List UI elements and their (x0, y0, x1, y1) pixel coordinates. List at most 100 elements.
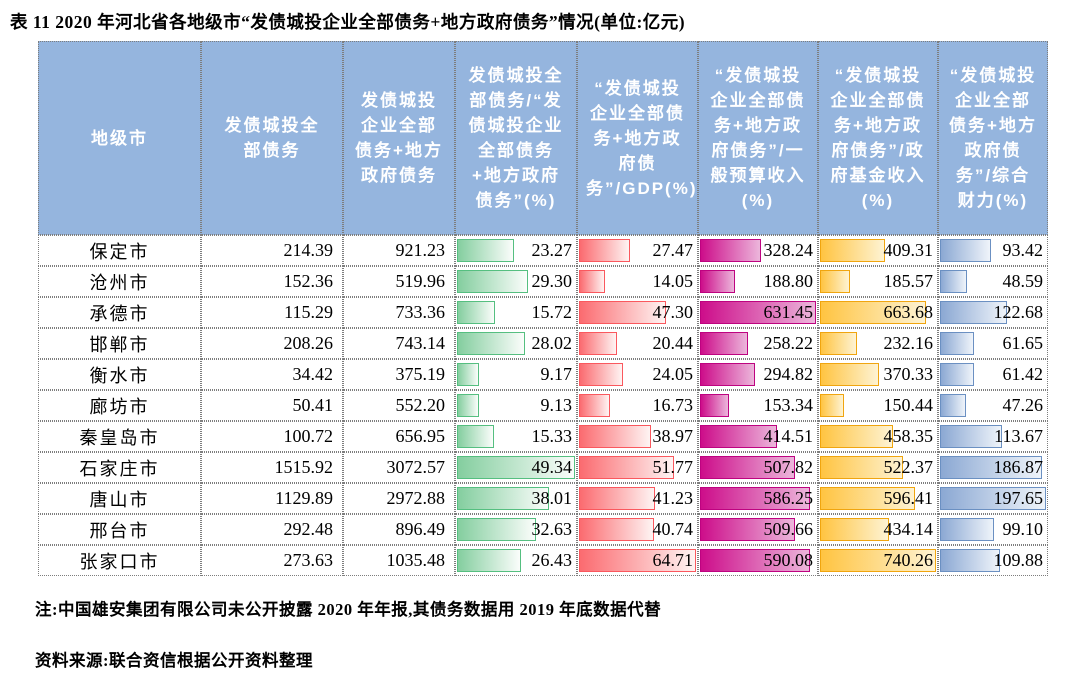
value-cell: 552.20 (343, 390, 455, 421)
databar-cell: 24.05 (577, 359, 698, 390)
databar-cell: 590.08 (698, 545, 818, 576)
databar-cell: 32.63 (455, 514, 577, 545)
column-header: “发债城投企业全部债务+地方政府债务”/综合财力(%) (938, 41, 1048, 235)
bar-value: 99.10 (1002, 519, 1044, 539)
value-cell: 273.63 (201, 545, 343, 576)
magenta-data-bar (700, 425, 778, 448)
bar-value: 24.05 (652, 364, 694, 384)
yellow-data-bar (820, 332, 857, 355)
yellow-data-bar (820, 456, 904, 479)
value-cell: 1515.92 (201, 452, 343, 483)
bar-value: 23.27 (531, 240, 573, 260)
value-cell: 100.72 (201, 421, 343, 452)
bar-value: 61.65 (1002, 333, 1044, 353)
yellow-data-bar (820, 394, 844, 417)
bar-value: 38.01 (531, 488, 573, 508)
bar-value: 186.87 (993, 457, 1044, 477)
databar-cell: 258.22 (698, 328, 818, 359)
bar-value: 153.34 (763, 395, 814, 415)
databar-cell: 596.41 (818, 483, 938, 514)
red-data-bar (579, 363, 624, 386)
blue-data-bar (940, 394, 966, 417)
city-cell: 保定市 (38, 235, 201, 266)
databar-cell: 9.13 (455, 390, 577, 421)
value-cell: 743.14 (343, 328, 455, 359)
bar-value: 14.05 (652, 271, 694, 291)
databar-cell: 586.25 (698, 483, 818, 514)
value-cell: 921.23 (343, 235, 455, 266)
value-cell: 292.48 (201, 514, 343, 545)
blue-data-bar (940, 332, 974, 355)
blue-data-bar (940, 487, 1046, 510)
column-header: 发债城投企业全部债务+地方政府债务 (343, 41, 455, 235)
magenta-data-bar (700, 394, 729, 417)
green-data-bar (457, 487, 550, 510)
databar-cell: 185.57 (818, 266, 938, 297)
city-cell: 秦皇岛市 (38, 421, 201, 452)
bar-value: 51.77 (652, 457, 694, 477)
databar-cell: 458.35 (818, 421, 938, 452)
bar-value: 258.22 (763, 333, 814, 353)
bar-value: 49.34 (531, 457, 573, 477)
city-cell: 承德市 (38, 297, 201, 328)
red-data-bar (579, 394, 610, 417)
bar-value: 47.30 (652, 302, 694, 322)
red-data-bar (579, 425, 651, 448)
column-header: 地级市 (38, 41, 201, 235)
green-data-bar (457, 332, 526, 355)
footnote: 注:中国雄安集团有限公司未公开披露 2020 年年报,其债务数据用 2019 年… (35, 600, 662, 619)
magenta-data-bar (700, 270, 736, 293)
yellow-data-bar (820, 363, 880, 386)
magenta-data-bar (700, 549, 811, 572)
value-cell: 1129.89 (201, 483, 343, 514)
databar-cell: 294.82 (698, 359, 818, 390)
red-data-bar (579, 487, 655, 510)
column-header: “发债城投企业全部债务+地方政府债务”/一般预算收入(%) (698, 41, 818, 235)
bar-value: 596.41 (883, 488, 934, 508)
databar-cell: 188.80 (698, 266, 818, 297)
value-cell: 1035.48 (343, 545, 455, 576)
green-data-bar (457, 518, 537, 541)
value-cell: 34.42 (201, 359, 343, 390)
bar-value: 232.16 (883, 333, 934, 353)
magenta-data-bar (700, 363, 756, 386)
magenta-data-bar (700, 518, 796, 541)
table-row: 廊坊市 50.41 552.20 9.13 16.73 153.34 150.44 47.26 (38, 390, 1048, 421)
city-cell: 沧州市 (38, 266, 201, 297)
value-cell: 115.29 (201, 297, 343, 328)
column-header: 发债城投全部债务 (201, 41, 343, 235)
value-cell: 733.36 (343, 297, 455, 328)
yellow-data-bar (820, 301, 926, 324)
blue-data-bar (940, 363, 974, 386)
databar-cell: 38.01 (455, 483, 577, 514)
blue-data-bar (940, 518, 995, 541)
yellow-data-bar (820, 518, 890, 541)
databar-cell: 64.71 (577, 545, 698, 576)
green-data-bar (457, 301, 496, 324)
column-header: “发债城投企业全部债务+地方政府债务”/GDP(%) (577, 41, 698, 235)
databar-cell: 15.72 (455, 297, 577, 328)
databar-cell: 197.65 (938, 483, 1048, 514)
city-cell: 邯郸市 (38, 328, 201, 359)
databar-cell: 186.87 (938, 452, 1048, 483)
bar-value: 9.17 (540, 364, 573, 384)
bar-value: 150.44 (883, 395, 934, 415)
databar-cell: 14.05 (577, 266, 698, 297)
databar-cell: 153.34 (698, 390, 818, 421)
city-cell: 张家口市 (38, 545, 201, 576)
value-cell: 50.41 (201, 390, 343, 421)
blue-data-bar (940, 301, 1008, 324)
green-data-bar (457, 549, 522, 572)
databar-cell: 61.42 (938, 359, 1048, 390)
databar-cell: 93.42 (938, 235, 1048, 266)
databar-cell: 9.17 (455, 359, 577, 390)
bar-value: 47.26 (1002, 395, 1044, 415)
databar-cell: 51.77 (577, 452, 698, 483)
bar-value: 522.37 (883, 457, 934, 477)
bar-value: 40.74 (652, 519, 694, 539)
table-row: 沧州市 152.36 519.96 29.30 14.05 188.80 185.57 48.… (38, 266, 1048, 297)
databar-cell: 740.26 (818, 545, 938, 576)
source-note: 资料来源:联合资信根据公开资料整理 (35, 651, 313, 670)
table-title: 表 11 2020 年河北省各地级市“发债城投企业全部债务+地方政府债务”情况(… (10, 12, 686, 32)
databar-cell: 150.44 (818, 390, 938, 421)
